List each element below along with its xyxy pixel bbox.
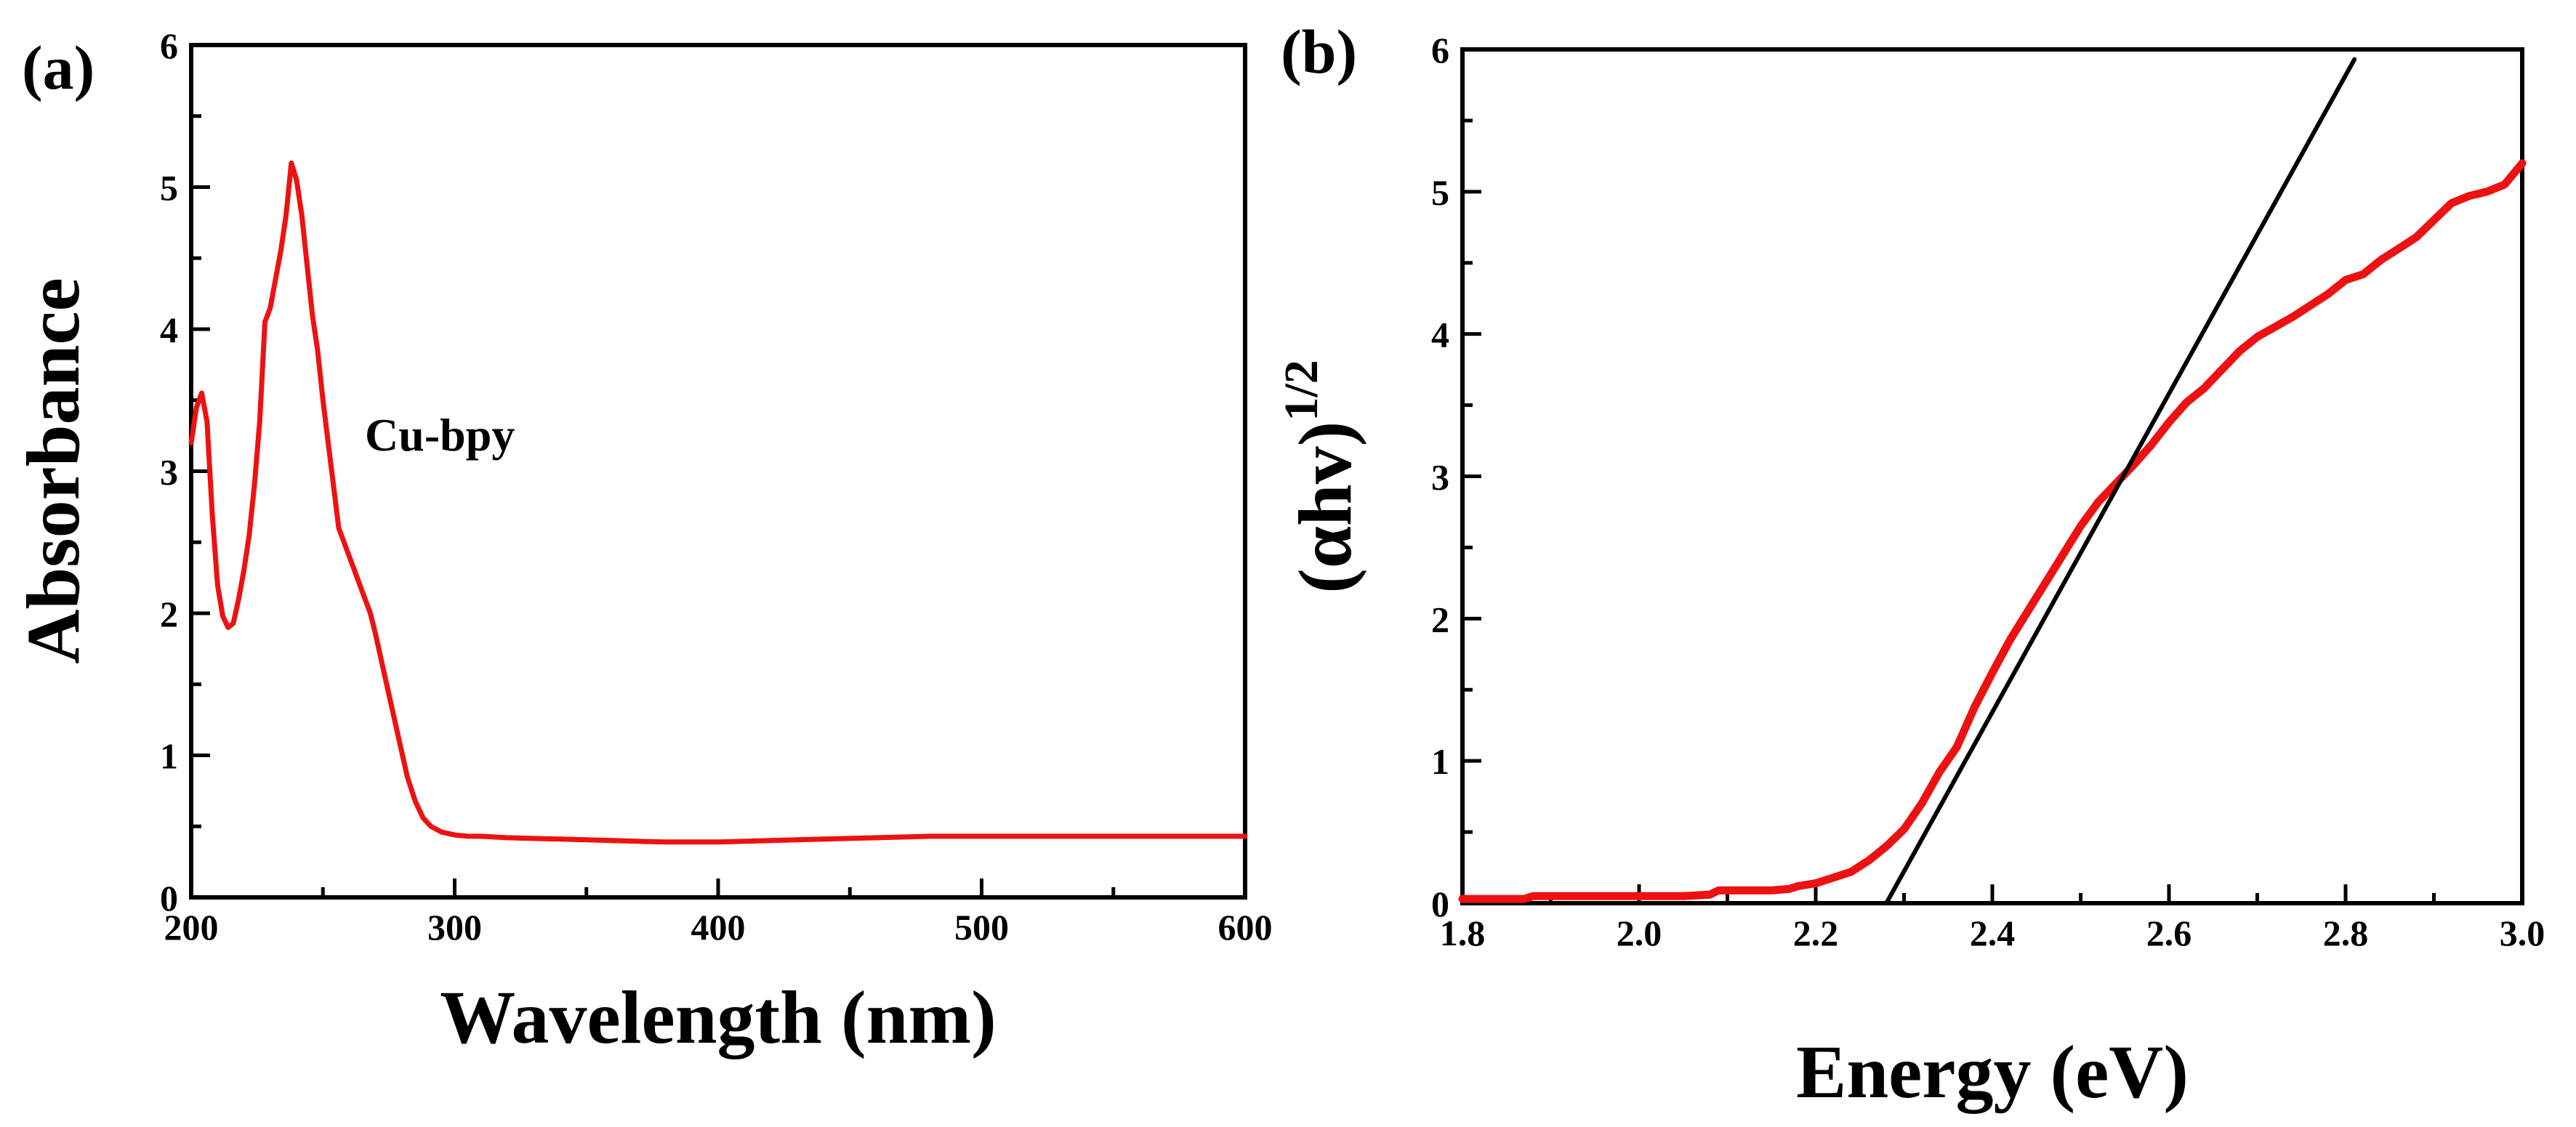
panel-b-y-tick-label: 0 <box>1431 884 1449 924</box>
panel-b-x-tick-label: 1.8 <box>1440 913 1486 953</box>
panel-b-x-tick-label: 2.8 <box>2323 913 2369 953</box>
panel-a-y-tick-label: 4 <box>160 310 178 350</box>
panel-b-tauc-chart: 1.8 2.0 2.2 2.4 2.6 2.8 3.0 0 1 2 3 4 5 6 (b) Energy … <box>1275 17 2545 1114</box>
panel-b-linear-fit-line <box>1884 57 2357 905</box>
panel-a-label: (a) <box>22 33 94 102</box>
panel-a-y-tick-label: 2 <box>160 594 178 634</box>
panel-b-x-tick-label: 2.0 <box>1617 913 1662 953</box>
panel-b-series <box>1458 57 2527 905</box>
panel-b-x-axis-title: Energy (eV) <box>1796 1030 2189 1114</box>
panel-b-data-line <box>1458 159 2527 903</box>
panel-b-y-tick-label: 2 <box>1431 599 1449 639</box>
panel-b-y-axis-title: (αhv)1/2 <box>1275 360 1367 594</box>
panel-a-x-tick-label: 500 <box>954 907 1009 948</box>
panel-a-x-tick-label: 200 <box>164 907 219 948</box>
panel-a-y-tick-label: 3 <box>160 452 178 493</box>
panel-b-y-tick-label: 3 <box>1431 457 1449 498</box>
cu-bpy-annotation: Cu-bpy <box>365 409 515 461</box>
panel-a-x-tick-label: 400 <box>691 907 746 948</box>
panel-a-y-axis-title: Absorbance <box>12 278 95 664</box>
panel-b-y-tick-label: 5 <box>1431 172 1449 213</box>
panel-a-y-tick-label: 1 <box>160 736 178 777</box>
panel-a-ticks: 200 300 400 500 600 0 1 2 3 4 5 6 <box>160 25 1273 948</box>
panel-a-series <box>188 160 1248 845</box>
panel-b-x-tick-label: 2.2 <box>1793 913 1839 953</box>
panel-a-x-axis-title: Wavelength (nm) <box>440 976 997 1059</box>
panel-a-data-line <box>188 160 1248 845</box>
panel-b-y-axis-title-exponent: 1/2 <box>1275 360 1328 421</box>
panel-a-plot-frame <box>189 43 1247 900</box>
panel-a-absorbance-chart: 200 300 400 500 600 0 1 2 3 4 5 6 (a) Cu-bpy Wavele… <box>12 25 1273 1059</box>
panel-a-x-tick-label: 600 <box>1218 907 1273 948</box>
panel-a-y-tick-label: 5 <box>160 168 178 209</box>
panel-b-ticks: 1.8 2.0 2.2 2.4 2.6 2.8 3.0 0 1 2 3 4 5 6 <box>1431 30 2545 953</box>
panel-a-y-tick-label: 6 <box>160 25 178 66</box>
panel-b-y-axis-title-main: (αhv) <box>1284 421 1367 594</box>
panel-b-y-tick-label: 4 <box>1431 315 1449 355</box>
panel-b-x-tick-label: 2.4 <box>1970 913 2016 953</box>
panel-a-x-tick-label: 300 <box>427 907 482 948</box>
panel-b-x-tick-label: 2.6 <box>2146 913 2192 953</box>
panel-a-y-tick-label: 0 <box>160 878 178 918</box>
panel-b-x-tick-label: 3.0 <box>2500 913 2545 953</box>
panel-b-y-tick-label: 1 <box>1431 741 1449 782</box>
panel-b-y-tick-label: 6 <box>1431 30 1449 70</box>
panel-b-label: (b) <box>1281 17 1357 86</box>
panel-b-plot-frame <box>1460 47 2524 905</box>
